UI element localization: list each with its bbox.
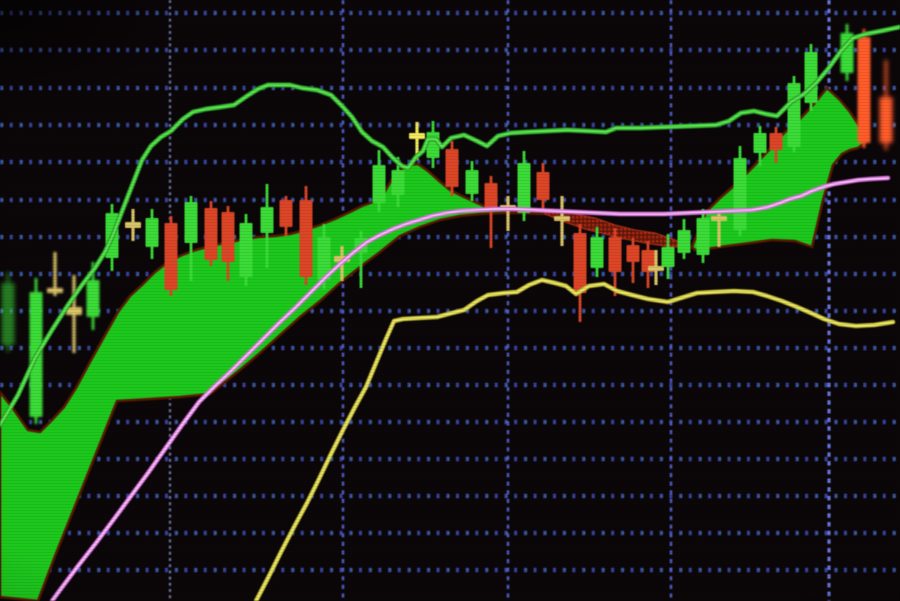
candle [299,186,313,285]
candle [787,76,801,152]
candle [804,44,818,111]
candle [164,216,178,296]
candle [239,214,253,286]
candle [1,272,15,352]
candle [857,29,871,148]
candle [204,201,218,266]
candle [733,146,747,236]
